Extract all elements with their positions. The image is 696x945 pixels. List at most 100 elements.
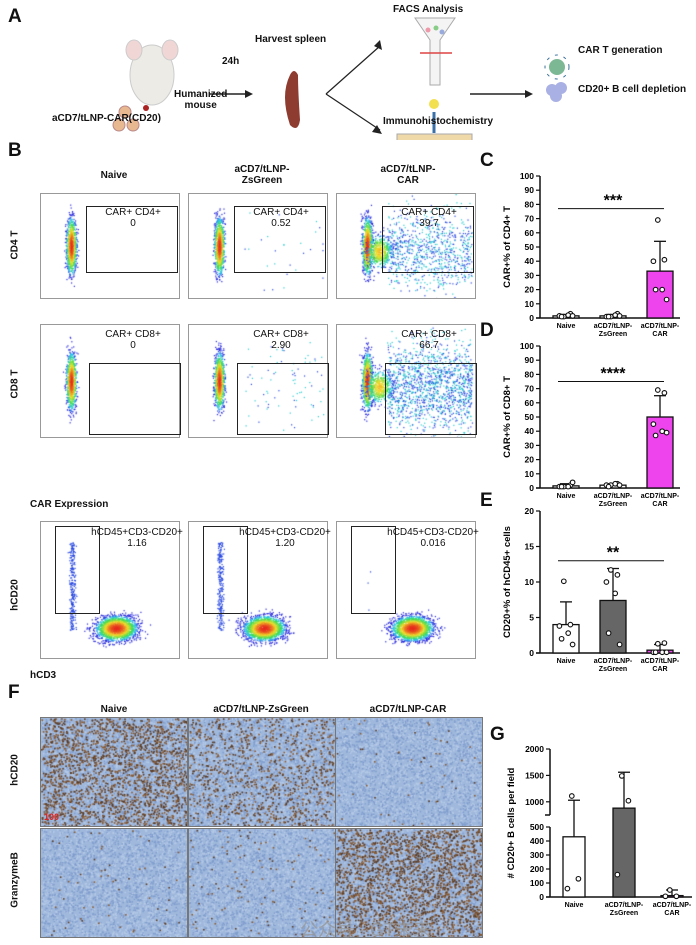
x-tick-label: Naive: [557, 493, 576, 500]
data-point: [569, 313, 576, 319]
y-axis-label: CAR+% of CD4+ T: [502, 206, 513, 288]
x-tick-label: aCD7/tLNP-ZsGreen: [594, 323, 633, 338]
y-tick-label: 300: [530, 850, 544, 860]
data-point: [612, 590, 619, 597]
ihc-image: [40, 717, 188, 827]
gate-rectangle: [351, 526, 396, 614]
bar: [646, 416, 674, 489]
flow-col-car: aCD7/tLNP- CAR: [380, 164, 436, 186]
flow-plot: hCD45+CD3-CD20+ 1.16: [40, 521, 183, 659]
flow-plot: CAR+ CD8+ 2.90: [188, 324, 329, 438]
data-point: [605, 483, 612, 490]
flow-plot: CAR+ CD4+ 39.7: [336, 193, 476, 299]
y-tick-label: 15: [525, 542, 535, 552]
flow-scatter: [41, 325, 179, 437]
panel-label-a: A: [8, 6, 22, 27]
treatment-label: aCD7/tLNP-CAR(CD20): [52, 113, 161, 124]
ihc-label: Immunohistochemistry: [383, 116, 494, 127]
ihc-col-naive: Naive: [100, 704, 128, 715]
flow-plot: CAR+ CD4+ 0: [40, 193, 180, 299]
data-point: [661, 640, 668, 646]
y-tick-label: 0: [539, 892, 544, 902]
gate-name: hCD45+CD3-CD20+: [239, 527, 331, 538]
data-point: [616, 482, 623, 489]
y-tick-label: 1500: [525, 770, 544, 780]
y-tick-label: 90: [525, 355, 535, 365]
flow-col-zsgreen: aCD7/tLNP- ZsGreen: [234, 164, 290, 186]
gate-rectangle: [237, 363, 329, 435]
x-tick-label: aCD7/tLNP-CAR: [641, 493, 680, 508]
ihc-icon: [396, 99, 473, 140]
y-tick-label: 500: [530, 822, 544, 832]
data-point: [650, 421, 657, 427]
y-tick-label: 50: [525, 242, 535, 252]
panel-label-c: C: [480, 150, 494, 171]
gate-name: hCD45+CD3-CD20+: [387, 527, 479, 538]
data-point: [558, 635, 565, 642]
data-point: [558, 313, 565, 320]
x-tick-label: Naive: [565, 902, 584, 909]
data-point: [614, 871, 621, 878]
data-point: [565, 630, 572, 636]
significance-stars: ****: [601, 366, 627, 383]
flow-scatter: [41, 194, 179, 298]
data-point: [663, 296, 670, 303]
x-tick-label: aCD7/tLNP-CAR: [641, 658, 680, 673]
flow-plot: CAR+ CD4+ 0.52: [188, 193, 328, 299]
y-tick-label: 100: [520, 171, 534, 181]
y-axis-label: # CD20+ B cells per field: [506, 767, 517, 878]
spleen-icon: [285, 71, 300, 129]
gate-rectangle: [385, 363, 477, 435]
y-tick-label: 70: [525, 384, 535, 394]
data-point: [661, 390, 668, 396]
flow-scatter: [337, 522, 475, 658]
b-cell-icon: [546, 82, 567, 102]
watermark: 公众号 · GT未来: [300, 920, 431, 940]
ihc-image: [335, 828, 483, 938]
bar: [552, 623, 580, 654]
gate-percentage: 39.7: [419, 218, 439, 229]
y-tick-label: 40: [525, 256, 535, 266]
data-point: [663, 429, 670, 436]
data-point: [560, 578, 567, 585]
y-tick-label: 0: [529, 648, 534, 658]
flow-scatter: [189, 325, 327, 437]
b-cell-depletion-label: CD20+ B cell depletion: [578, 84, 687, 95]
y-tick-label: 0: [529, 483, 534, 493]
data-point: [612, 312, 619, 319]
gate-rectangle: [382, 206, 474, 273]
data-point: [654, 387, 661, 393]
facs-icon: [414, 17, 456, 86]
y-axis-label: CAR+% of CD8+ T: [502, 376, 513, 458]
gate-name: CAR+ CD4+: [401, 207, 457, 218]
panel-label-b: B: [8, 140, 22, 161]
data-point: [575, 875, 582, 882]
panel-label-g: G: [490, 724, 505, 745]
y-tick-label: 40: [525, 426, 535, 436]
gate-name: CAR+ CD8+: [105, 329, 161, 340]
y-tick-label: 80: [525, 199, 535, 209]
data-point: [652, 286, 659, 293]
gate-name: CAR+ CD8+: [401, 329, 457, 340]
y-tick-label: 100: [520, 341, 534, 351]
ihc-col-car: aCD7/tLNP-CAR: [369, 704, 447, 715]
data-point: [654, 217, 661, 223]
x-tick-label: aCD7/tLNP-ZsGreen: [605, 902, 644, 917]
y-tick-label: 1000: [525, 797, 544, 807]
y-tick-label: 60: [525, 228, 535, 238]
gate-percentage: 2.90: [271, 340, 291, 351]
gate-percentage: 66.7: [419, 340, 439, 351]
panel-label-f: F: [8, 682, 20, 703]
y-tick-label: 70: [525, 214, 535, 224]
y-tick-label: 20: [525, 455, 535, 465]
panel-label-d: D: [480, 320, 494, 341]
chart-d: 0 10 20 30 40 50 60 70 80 90 100 CAR+% of CD8+ T Nai…: [502, 341, 680, 508]
flow-section-label: CAR Expression: [30, 499, 109, 510]
car-t-label: CAR T generation: [578, 45, 663, 56]
y-tick-label: 2000: [525, 744, 544, 754]
data-point: [661, 256, 668, 263]
gate-percentage: 0: [130, 340, 136, 351]
data-point: [659, 286, 666, 293]
car-t-cell-icon: [544, 54, 570, 80]
